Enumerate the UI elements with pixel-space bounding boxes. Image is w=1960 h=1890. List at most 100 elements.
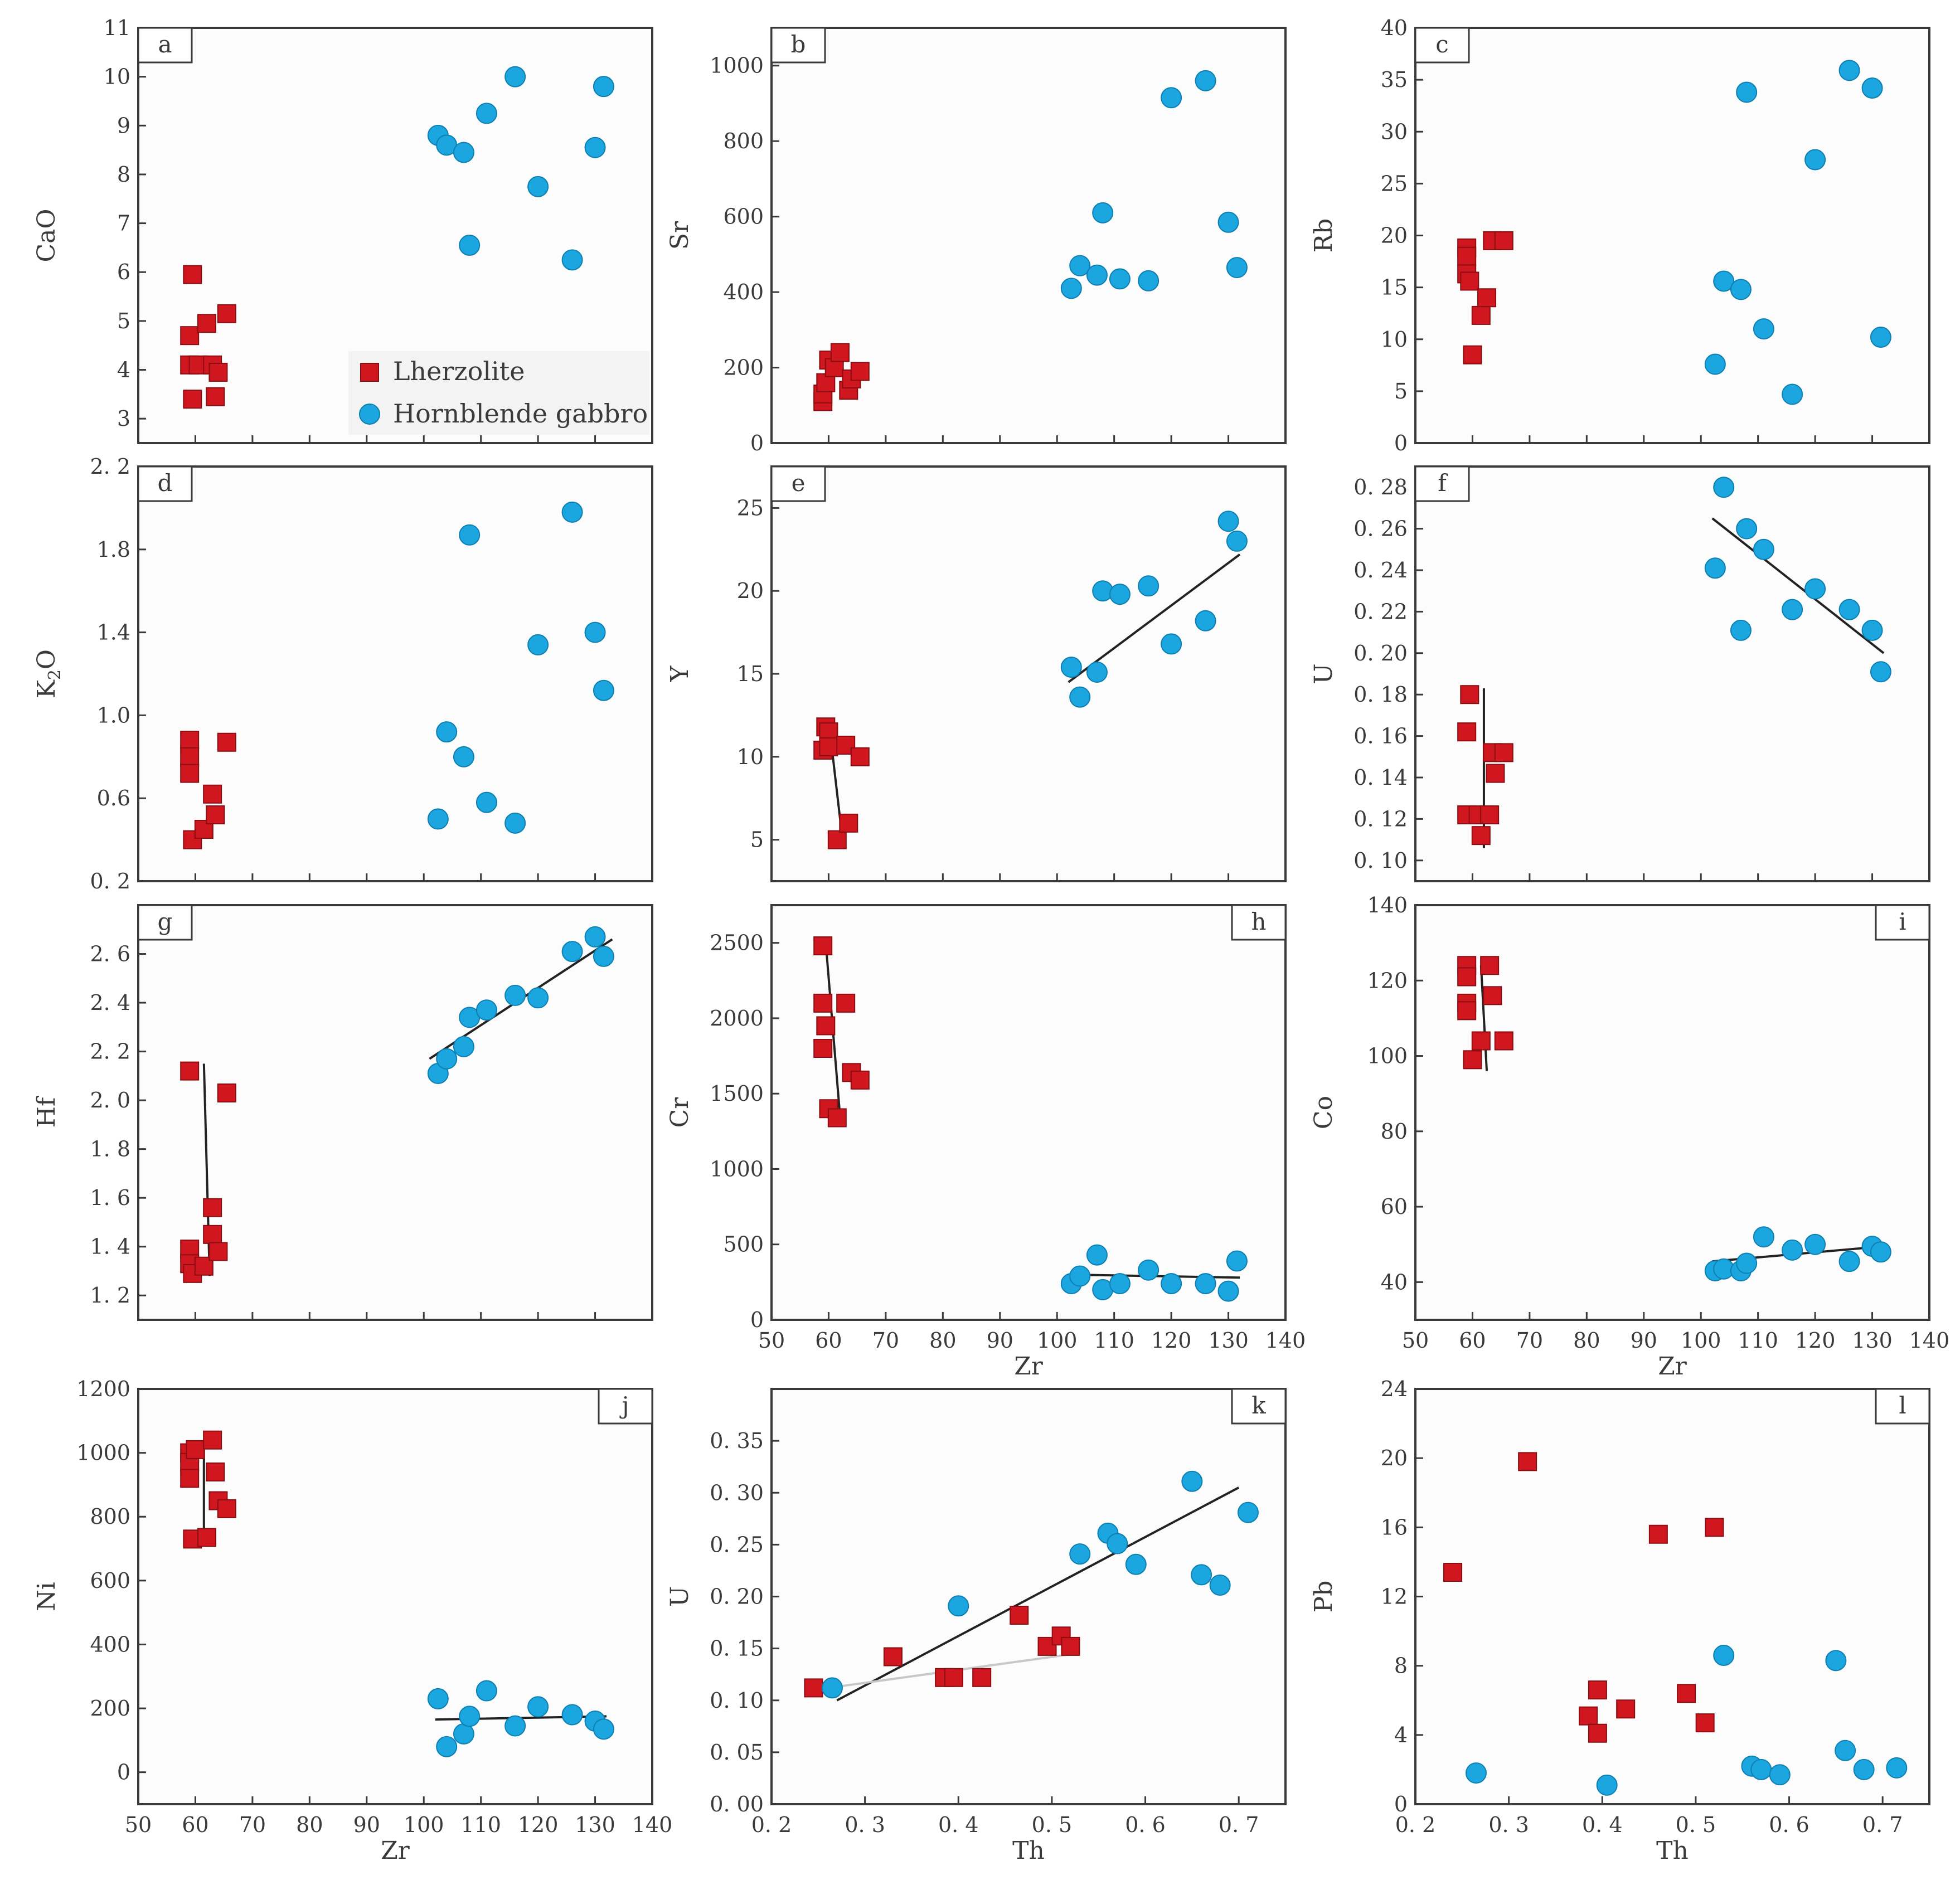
- x-tick-label: 140: [1265, 1328, 1306, 1353]
- panel-letter: d: [158, 469, 173, 497]
- x-tick-label: 90: [353, 1813, 380, 1837]
- gabbro-point: [1107, 1533, 1128, 1554]
- gabbro-point: [436, 1736, 458, 1757]
- y-tick-label: 0. 18: [1353, 682, 1408, 707]
- lherzolite-point: [850, 1070, 870, 1090]
- gabbro-point: [1870, 327, 1891, 348]
- lherzolite-point: [183, 265, 202, 284]
- gabbro-point: [1217, 211, 1239, 233]
- y-tick-label: 0. 20: [1353, 641, 1408, 665]
- panel-letter: j: [619, 1392, 629, 1419]
- y-tick-label: 140: [1367, 893, 1408, 917]
- gabbro-point: [1465, 1762, 1487, 1784]
- lherzolite-point: [813, 936, 833, 956]
- gabbro-point: [1861, 619, 1883, 641]
- lherzolite-point: [186, 1440, 205, 1459]
- y-tick-label: 0. 00: [710, 1792, 764, 1816]
- gabbro-point: [1782, 383, 1803, 405]
- x-tick-label: 70: [239, 1813, 266, 1837]
- x-tick-label: 0. 7: [1862, 1813, 1903, 1837]
- x-tick-label: 110: [1738, 1328, 1778, 1353]
- gabbro-point: [1736, 518, 1758, 540]
- gabbro-point: [1861, 77, 1883, 99]
- x-tick-label: 60: [182, 1813, 208, 1837]
- y-tick-label: 20: [1381, 1446, 1408, 1470]
- y-tick-label: 1000: [710, 54, 764, 78]
- gabbro-point: [1736, 1252, 1758, 1274]
- lherzolite-point: [839, 813, 858, 833]
- x-tick-label: 50: [1402, 1328, 1429, 1353]
- y-tick-label: 0.6: [97, 786, 130, 810]
- y-tick-label: 0. 25: [710, 1532, 764, 1557]
- x-tick-label: 100: [1037, 1328, 1078, 1353]
- panel-letter-box: [1875, 904, 1930, 941]
- trend-line: [1711, 517, 1885, 654]
- gabbro-point: [527, 987, 549, 1009]
- y-tick-label: 0. 28: [1353, 475, 1408, 499]
- gabbro-point: [1870, 1241, 1891, 1263]
- y-tick-label: 10: [737, 745, 764, 769]
- y-axis-title: U: [1309, 663, 1338, 684]
- lherzolite-point: [1463, 1050, 1482, 1070]
- panel-f: 0. 10 0. 12 0. 14 0. 16 0. 18 0. 20 0. 22 0. 24…: [1309, 465, 1930, 882]
- y-tick-label: 40: [1381, 1270, 1408, 1294]
- y-tick-label: 11: [104, 16, 130, 40]
- lherzolite-point: [197, 314, 216, 333]
- y-tick-label: 15: [1381, 275, 1408, 300]
- gabbro-point: [1191, 1564, 1212, 1586]
- gabbro-point: [459, 235, 481, 256]
- y-tick-label: 600: [723, 205, 764, 229]
- y-tick-label: 400: [90, 1632, 130, 1656]
- gabbro-point: [1069, 686, 1091, 708]
- gabbro-point: [1804, 1233, 1826, 1255]
- y-axis-title: Ni: [32, 1582, 61, 1611]
- panel-letter: h: [1251, 908, 1266, 935]
- y-axis-title: Sr: [666, 221, 694, 250]
- x-tick-label: 70: [872, 1328, 899, 1353]
- x-tick-label: 90: [987, 1328, 1013, 1353]
- panel-letter-box: [1414, 465, 1470, 502]
- y-tick-label: 200: [90, 1696, 130, 1721]
- lherzolite-point: [850, 747, 870, 766]
- y-axis-title: U: [666, 1586, 694, 1607]
- panel-letter-box: [1231, 904, 1287, 941]
- y-tick-label: 1.0: [97, 703, 130, 727]
- y-axis-title: Cr: [666, 1097, 694, 1128]
- y-tick-label: 0. 30: [710, 1480, 764, 1505]
- gabbro-point: [476, 1680, 497, 1702]
- panel-letter: a: [158, 31, 172, 58]
- x-tick-label: 140: [632, 1813, 673, 1837]
- y-tick-label: 0: [1394, 431, 1408, 455]
- x-tick-label: 100: [404, 1813, 444, 1837]
- gabbro-point: [1092, 202, 1114, 224]
- gabbro-point: [427, 808, 449, 830]
- gabbro-point: [1753, 318, 1774, 340]
- lherzolite-point: [1518, 1452, 1537, 1471]
- lherzolite-point: [180, 731, 200, 750]
- gabbro-point: [1069, 1543, 1091, 1565]
- gabbro-point: [1060, 278, 1082, 299]
- y-tick-label: 0. 05: [710, 1740, 764, 1765]
- gabbro-point: [593, 76, 614, 98]
- x-tick-label: 70: [1516, 1328, 1543, 1353]
- y-tick-label: 9: [117, 113, 130, 138]
- x-tick-label: 80: [929, 1328, 956, 1353]
- gabbro-point: [1069, 255, 1091, 276]
- panel-letter: l: [1899, 1392, 1906, 1419]
- y-axis-title: Hf: [32, 1096, 61, 1128]
- gabbro-point: [1753, 538, 1774, 560]
- panel-c: 0 5 10 15 20 25 30 35 40 Rb c: [1309, 16, 1930, 455]
- y-tick-label: 4: [1394, 1723, 1408, 1747]
- y-tick-label: 1. 6: [90, 1185, 130, 1210]
- lherzolite-point: [813, 993, 833, 1013]
- lherzolite-point: [1494, 743, 1513, 762]
- gabbro-point: [1750, 1758, 1772, 1780]
- gabbro-point: [527, 634, 549, 655]
- lherzolite-point: [183, 390, 202, 409]
- gabbro-point: [1753, 1226, 1774, 1248]
- y-tick-label: 2. 2: [90, 1039, 130, 1064]
- x-tick-label: 0. 4: [1582, 1813, 1623, 1837]
- lherzolite-point: [180, 326, 200, 346]
- gabbro-point: [1835, 1740, 1856, 1761]
